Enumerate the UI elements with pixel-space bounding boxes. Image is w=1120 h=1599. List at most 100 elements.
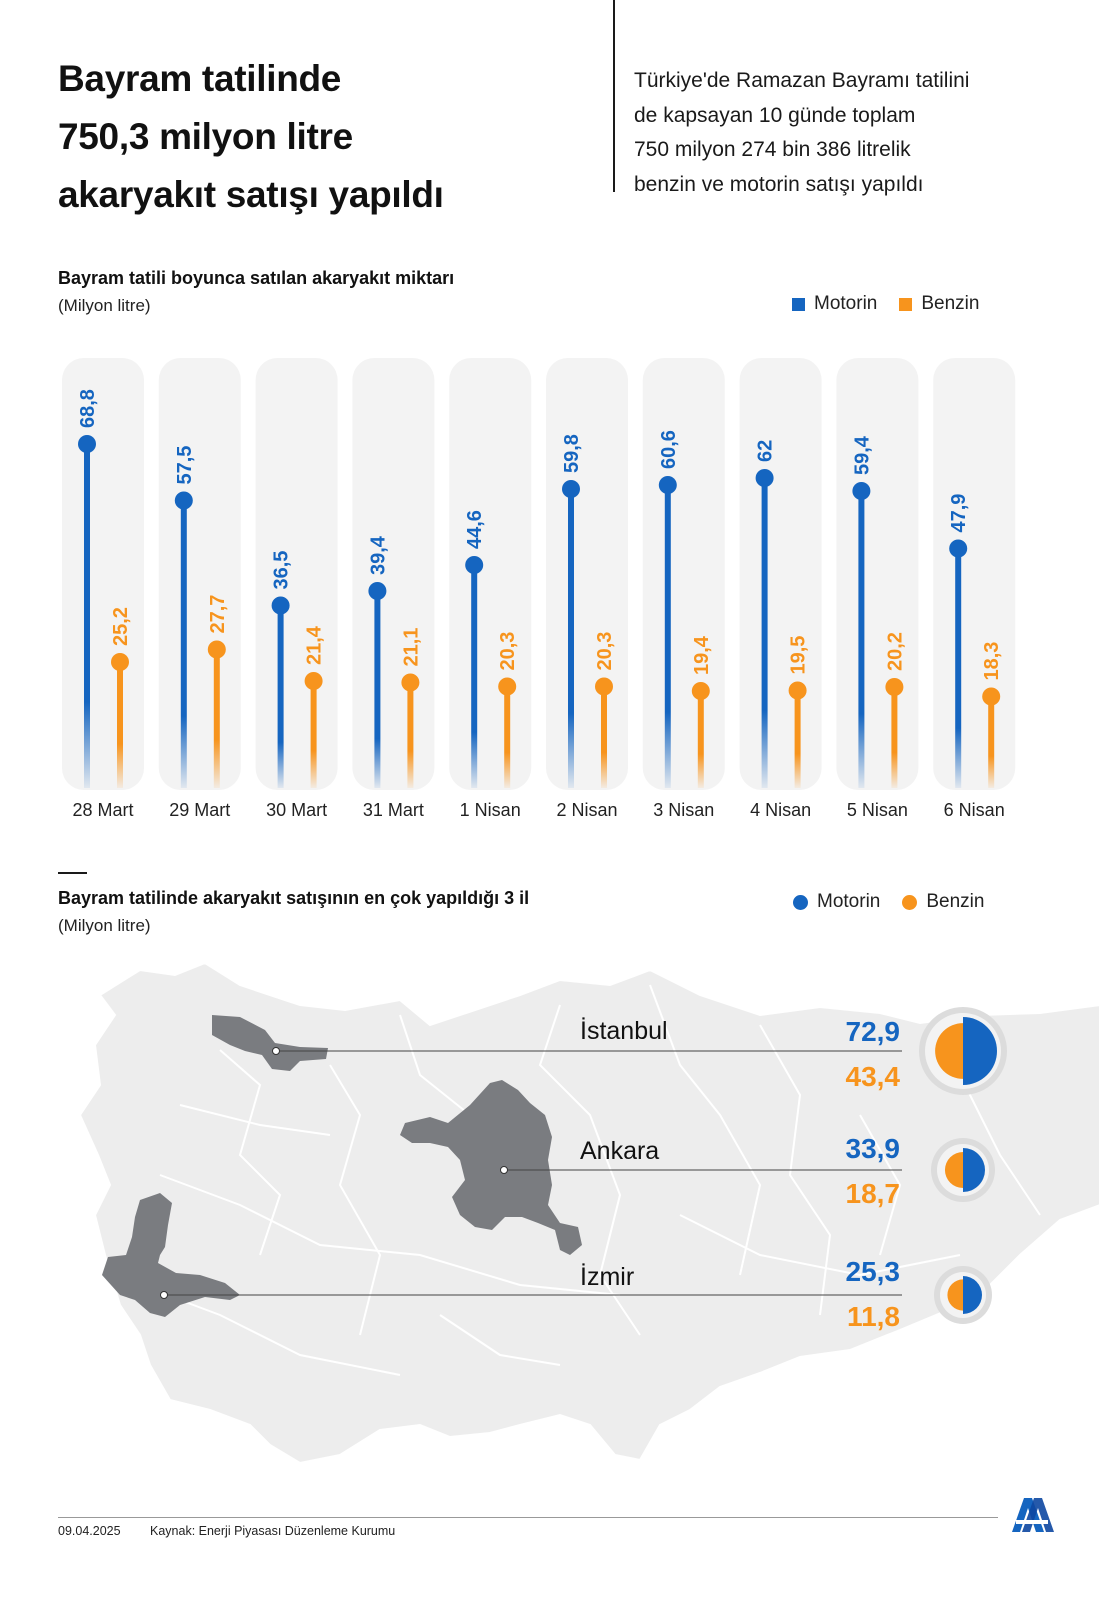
bar-point-benzin [595,677,613,696]
legend-item-benzin: Benzin [899,293,979,315]
bar-stem-motorin [955,548,962,788]
footer-source: Kaynak: Enerji Piyasası Düzenleme Kurumu [150,1524,396,1538]
data-label-motorin: 47,9 [948,494,970,533]
bar-background [739,358,822,790]
legend-item-motorin: Motorin [793,891,880,913]
bar-stem-motorin [761,478,768,788]
x-tick-label: 6 Nisan [944,800,1005,820]
bar-stem-motorin [180,500,187,788]
data-label-benzin: 19,4 [691,635,713,675]
bar-stem-motorin [568,489,574,788]
value-motorin: 25,3 [846,1256,901,1287]
bar-stem-motorin [374,591,381,788]
x-tick-label: 4 Nisan [750,800,811,820]
data-label-benzin: 18,3 [981,642,1003,681]
legend-swatch-motorin [792,297,805,311]
bar-group: 39,4 21,1 31 Mart [352,358,435,820]
value-motorin: 72,9 [846,1016,901,1047]
section-divider [58,872,87,874]
bar-group: 62 19,5 4 Nisan [739,358,822,820]
data-label-motorin: 62 [755,440,777,462]
bar-stem-motorin [858,491,865,788]
bar-group: 68,8 25,2 28 Mart [62,358,144,820]
bar-background [836,358,919,790]
x-tick-label: 5 Nisan [847,800,908,820]
bar-stem-benzin [407,682,414,788]
footer-date: 09.04.2025 [58,1524,121,1538]
bar-point-motorin [271,596,290,615]
legend-swatch-benzin [899,297,913,311]
footer-divider [58,1517,998,1518]
bar-group: 59,8 20,3 2 Nisan [546,358,628,820]
data-label-motorin: 36,5 [271,551,293,590]
bar-stem-benzin [794,690,801,788]
data-label-benzin: 25,2 [110,607,132,646]
turkey-map-shape [78,961,1101,1465]
value-benzin: 11,8 [847,1301,900,1332]
value-benzin: 18,7 [846,1178,901,1209]
map-chart-title: Bayram tatilinde akaryakıt satışının en … [58,888,530,908]
bar-group: 36,5 21,4 30 Mart [255,358,338,820]
title-line: Bayram tatilinde [58,58,342,99]
bar-point-benzin [111,653,129,671]
data-label-motorin: 59,4 [851,435,873,475]
province-name: İzmir [580,1262,634,1291]
istanbul-province [212,1015,328,1071]
bar-stem-motorin [471,565,478,788]
data-label-benzin: 21,1 [400,628,422,667]
bar-background [642,358,725,790]
bar-point-motorin [465,556,484,574]
legend-label-motorin: Motorin [817,891,881,912]
bar-group: 44,6 20,3 1 Nisan [449,358,532,820]
bar-point-motorin [658,476,677,494]
data-label-benzin: 19,5 [788,636,810,675]
bar-point-motorin [562,480,580,498]
bar-stem-benzin [697,691,704,788]
data-label-benzin: 20,3 [497,632,519,671]
x-tick-label: 28 Mart [72,800,133,820]
value-motorin: 33,9 [846,1133,901,1164]
bar-stem-benzin [213,649,220,788]
bar-stem-benzin [117,662,123,788]
bar-group: 47,9 18,3 6 Nisan [933,358,1016,820]
x-tick-label: 31 Mart [363,800,424,820]
bar-group: 59,4 20,2 5 Nisan [836,358,919,820]
bar-stem-benzin [504,686,511,788]
legend-item-benzin: Benzin [902,891,984,913]
bar-point-benzin [498,677,517,696]
x-tick-label: 3 Nisan [653,800,714,820]
x-tick-label: 30 Mart [266,800,327,820]
page-title: Bayram tatilinde 750,3 milyon litre akar… [58,50,578,224]
subtitle-line: Türkiye'de Ramazan Bayramı tatilini [634,69,970,92]
province-marker [500,1166,508,1174]
bar-background [933,358,1016,790]
bar-point-benzin [207,640,226,659]
data-label-motorin: 39,4 [367,535,389,575]
bar-point-benzin [982,687,1001,706]
bar-group: 60,6 19,4 3 Nisan [642,358,725,820]
bar-point-motorin [949,539,968,558]
x-tick-label: 29 Mart [169,800,230,820]
bar-point-benzin [788,681,807,700]
bar-chart-title: Bayram tatili boyunca satılan akaryakıt … [58,268,455,288]
bar-stem-benzin [310,681,317,788]
bar-point-benzin [304,672,323,690]
bar-stem-benzin [891,687,898,788]
bar-stem-benzin [988,696,995,788]
bar-stem-motorin [277,605,284,788]
bar-stem-benzin [601,686,607,788]
title-line: akaryakıt satışı yapıldı [58,174,444,215]
x-tick-label: 2 Nisan [556,800,617,820]
map-chart-legend: Motorin Benzin [771,891,984,913]
title-line: 750,3 milyon litre [58,116,353,157]
data-label-benzin: 20,3 [594,632,616,671]
legend-label-benzin: Benzin [926,891,985,912]
legend-label-benzin: Benzin [921,293,980,314]
pie-slice-motorin [963,1148,985,1192]
bar-point-benzin [401,673,420,692]
bar-background [546,358,628,790]
bar-point-motorin [852,482,871,500]
data-label-motorin: 60,6 [658,430,680,469]
bar-point-motorin [174,491,193,510]
page-subtitle: Türkiye'de Ramazan Bayramı tatilini de k… [634,64,1074,202]
